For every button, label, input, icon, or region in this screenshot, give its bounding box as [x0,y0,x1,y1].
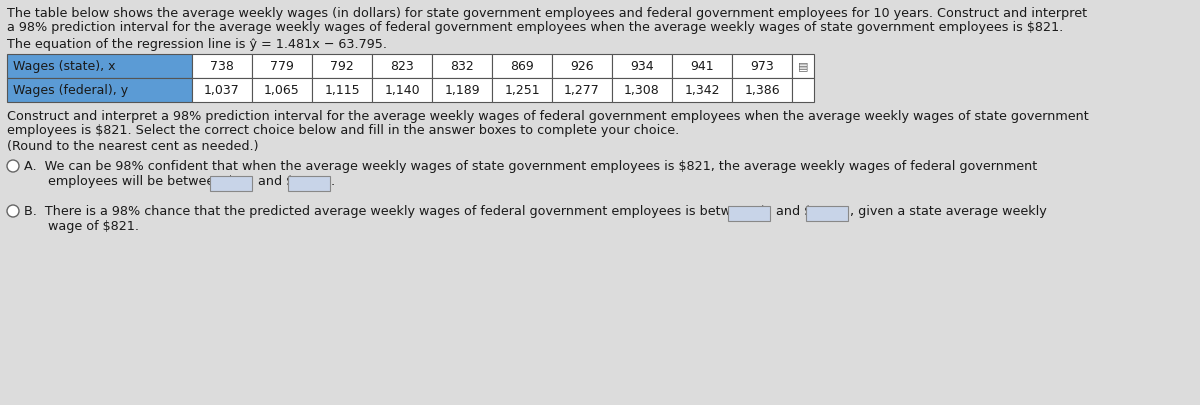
Text: 973: 973 [750,60,774,73]
Bar [312,78,372,102]
Text: 1,189: 1,189 [444,84,480,97]
Text: 934: 934 [630,60,654,73]
Circle shape [7,205,19,217]
Text: 1,308: 1,308 [624,84,660,97]
Text: and $: and $ [772,205,812,218]
Text: ▤: ▤ [798,61,809,71]
Text: , given a state average weekly: , given a state average weekly [850,205,1046,218]
Text: 832: 832 [450,60,474,73]
Bar [732,54,792,78]
Text: 1,277: 1,277 [564,84,600,97]
Bar [288,176,330,191]
Text: 1,115: 1,115 [324,84,360,97]
Text: 738: 738 [210,60,234,73]
Bar [492,54,552,78]
Bar [728,206,770,221]
Bar [432,78,492,102]
Text: employees will be between $: employees will be between $ [24,175,234,188]
Text: 823: 823 [390,60,414,73]
Text: 1,251: 1,251 [504,84,540,97]
Bar [372,78,432,102]
Bar [732,78,792,102]
Text: and $: and $ [254,175,294,188]
Bar [672,54,732,78]
Bar [192,54,252,78]
Bar [192,78,252,102]
Bar [612,54,672,78]
Bar [252,78,312,102]
Text: .: . [331,175,335,188]
Bar [312,54,372,78]
Text: The equation of the regression line is ŷ = 1.481x − 63.795.: The equation of the regression line is ŷ… [7,38,386,51]
Bar [792,78,814,102]
Bar [210,176,252,191]
Text: 779: 779 [270,60,294,73]
Bar [432,54,492,78]
Bar [806,206,848,221]
Text: 1,342: 1,342 [684,84,720,97]
Text: (Round to the nearest cent as needed.): (Round to the nearest cent as needed.) [7,140,258,153]
Text: The table below shows the average weekly wages (in dollars) for state government: The table below shows the average weekly… [7,7,1087,20]
Bar [672,78,732,102]
Text: employees is $821. Select the correct choice below and fill in the answer boxes : employees is $821. Select the correct ch… [7,124,679,137]
Bar [372,54,432,78]
Text: 792: 792 [330,60,354,73]
Text: a 98% prediction interval for the average weekly wages of federal government emp: a 98% prediction interval for the averag… [7,21,1063,34]
Bar [492,78,552,102]
Circle shape [7,160,19,172]
Text: 869: 869 [510,60,534,73]
Text: A.  We can be 98% confident that when the average weekly wages of state governme: A. We can be 98% confident that when the… [24,160,1037,173]
Bar [612,78,672,102]
Text: 926: 926 [570,60,594,73]
Bar [792,54,814,78]
Text: 1,386: 1,386 [744,84,780,97]
Text: B.  There is a 98% chance that the predicted average weekly wages of federal gov: B. There is a 98% chance that the predic… [24,205,767,218]
Text: 941: 941 [690,60,714,73]
Bar [552,78,612,102]
Text: Wages (federal), y: Wages (federal), y [13,84,128,97]
Text: wage of $821.: wage of $821. [24,220,139,233]
Bar [552,54,612,78]
Text: 1,140: 1,140 [384,84,420,97]
Bar [7,54,192,78]
Text: Wages (state), x: Wages (state), x [13,60,115,73]
Bar [252,54,312,78]
Text: Construct and interpret a 98% prediction interval for the average weekly wages o: Construct and interpret a 98% prediction… [7,110,1088,123]
Text: 1,037: 1,037 [204,84,240,97]
Text: 1,065: 1,065 [264,84,300,97]
Bar [7,78,192,102]
